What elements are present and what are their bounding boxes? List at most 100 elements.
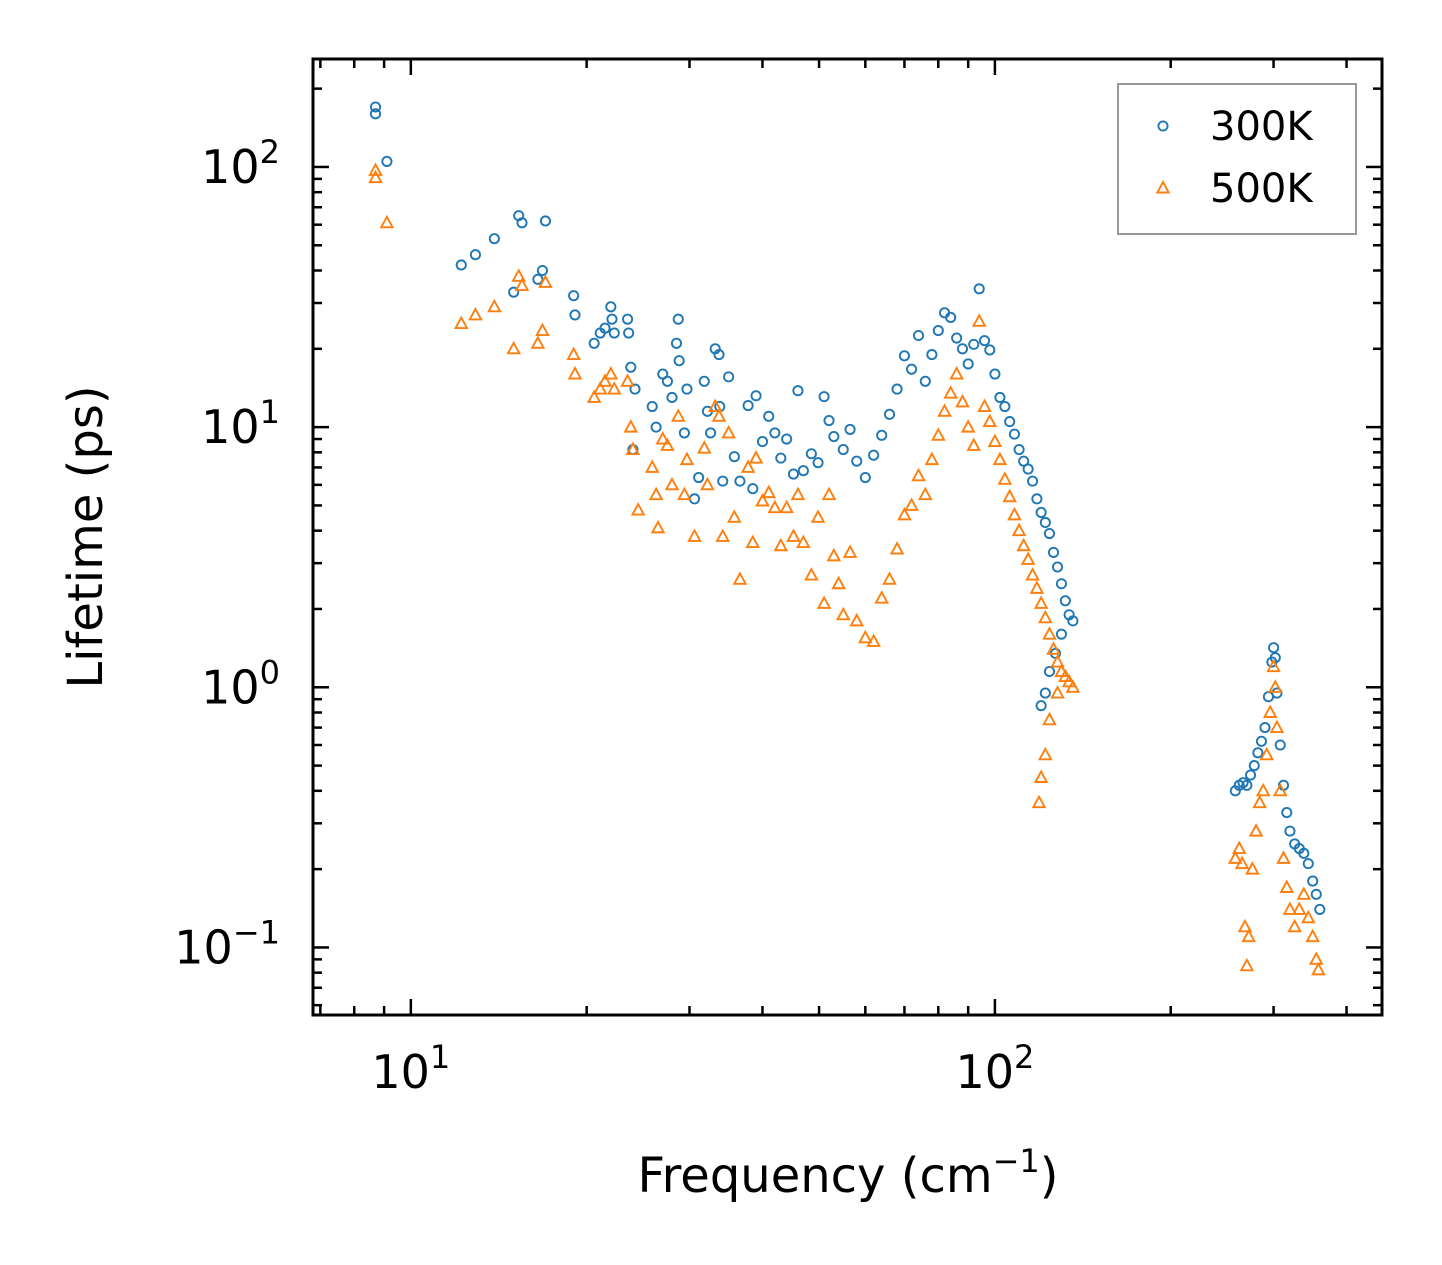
data-point xyxy=(1004,416,1016,428)
data-point xyxy=(906,363,918,375)
data-point xyxy=(608,327,620,339)
data-point xyxy=(1043,527,1056,540)
data-point xyxy=(750,390,762,402)
data-point xyxy=(992,451,1008,466)
data-point xyxy=(721,424,736,439)
data-point xyxy=(566,346,581,361)
data-point xyxy=(1039,516,1051,529)
data-point xyxy=(955,393,970,408)
data-point xyxy=(629,383,641,395)
data-point xyxy=(1051,561,1064,573)
data-point xyxy=(919,375,931,387)
data-point xyxy=(368,162,383,176)
legend-box xyxy=(1117,83,1357,235)
data-point xyxy=(514,277,530,292)
data-point xyxy=(1268,642,1280,654)
data-point xyxy=(567,366,583,380)
data-point xyxy=(536,264,548,277)
data-point xyxy=(644,459,660,473)
legend-label: 300K xyxy=(1210,104,1314,150)
data-point xyxy=(1281,807,1293,819)
data-point xyxy=(917,486,933,501)
data-point xyxy=(1016,537,1031,552)
data-point xyxy=(538,274,553,288)
data-point xyxy=(810,509,826,523)
data-point xyxy=(1055,628,1068,640)
tick-base: 10 xyxy=(371,1045,430,1099)
data-point xyxy=(868,449,880,461)
y-tick-label: 10−1 xyxy=(174,913,280,974)
data-point xyxy=(797,465,809,477)
data-point xyxy=(677,486,692,501)
data-point xyxy=(625,441,641,455)
data-point xyxy=(773,537,789,552)
data-point xyxy=(487,298,502,313)
data-point xyxy=(670,408,686,422)
data-point xyxy=(1245,861,1260,875)
data-point xyxy=(1055,578,1068,590)
data-point xyxy=(984,344,996,356)
data-point xyxy=(369,108,382,120)
data-point xyxy=(1059,595,1071,607)
data-point xyxy=(1043,665,1056,678)
data-point xyxy=(1241,928,1257,943)
data-point xyxy=(1046,641,1061,655)
data-point xyxy=(1248,823,1264,837)
data-point xyxy=(997,471,1013,485)
data-point xyxy=(532,273,544,285)
data-point xyxy=(650,519,666,534)
data-point xyxy=(1013,443,1025,456)
data-point xyxy=(999,400,1011,413)
data-point xyxy=(740,459,756,473)
data-point xyxy=(911,467,926,482)
data-point xyxy=(945,311,957,323)
data-point xyxy=(994,391,1006,404)
data-point xyxy=(1008,428,1020,440)
data-point xyxy=(1067,615,1079,627)
data-point xyxy=(678,427,690,439)
data-point xyxy=(630,502,646,516)
data-point xyxy=(469,249,481,261)
data-point xyxy=(912,329,925,342)
data-point xyxy=(866,633,881,647)
data-point xyxy=(592,381,608,395)
data-point xyxy=(723,371,735,383)
data-point xyxy=(732,571,748,585)
y-tick-label: 102 xyxy=(201,133,280,194)
data-point xyxy=(1308,951,1324,965)
data-point xyxy=(1038,609,1053,624)
data-point xyxy=(670,337,683,349)
data-point xyxy=(1252,794,1267,809)
data-point xyxy=(891,383,903,395)
data-point xyxy=(966,437,982,451)
y-tick-label: 101 xyxy=(201,393,280,454)
data-point xyxy=(713,349,725,361)
tick-exponent: 2 xyxy=(1014,1038,1034,1076)
data-point xyxy=(851,455,863,467)
data-point xyxy=(1033,595,1049,609)
data-point xyxy=(805,448,817,460)
data-point xyxy=(1298,847,1310,859)
data-point xyxy=(1307,875,1319,887)
data-point xyxy=(960,419,976,433)
data-point xyxy=(1276,850,1291,864)
tick-exponent: 0 xyxy=(260,653,280,691)
data-point xyxy=(1272,782,1288,797)
data-point xyxy=(1274,739,1286,751)
legend-entry-500K: 500K xyxy=(1155,166,1314,212)
tick-exponent: −1 xyxy=(233,913,280,951)
data-point xyxy=(664,476,680,491)
data-point xyxy=(606,313,618,325)
y-axis-title: Lifetime (ps) xyxy=(58,385,114,688)
data-point xyxy=(781,433,793,445)
x-tick-labels: 101 102 xyxy=(371,1038,1034,1099)
x-axis-title-end: ) xyxy=(1040,1148,1059,1204)
data-point xyxy=(792,385,804,397)
data-point xyxy=(1287,918,1302,933)
data-point xyxy=(1065,679,1081,693)
data-point xyxy=(1302,858,1314,870)
data-point xyxy=(796,534,811,549)
data-point xyxy=(1002,488,1017,503)
series-300K xyxy=(369,101,1326,915)
